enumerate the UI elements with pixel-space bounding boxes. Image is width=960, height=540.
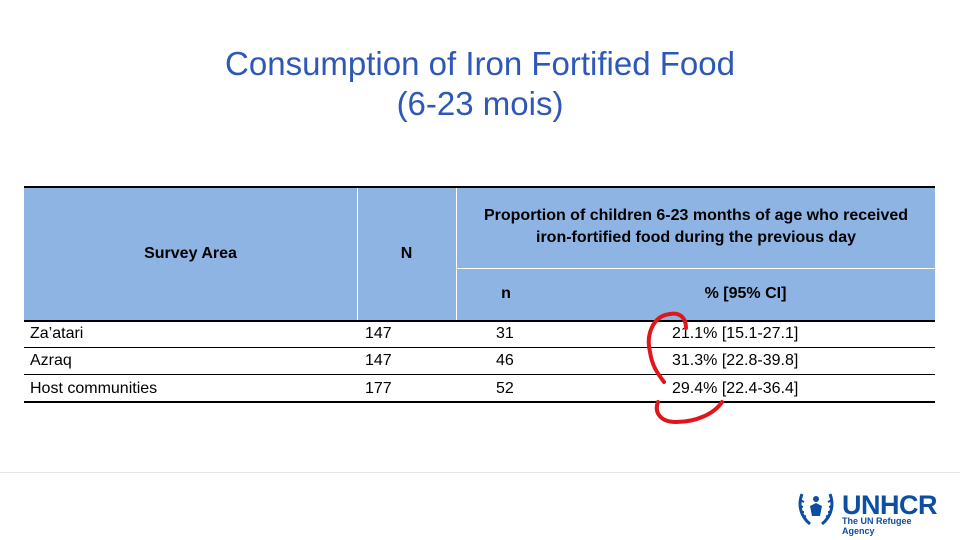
- cell-N: 177: [365, 380, 392, 397]
- table-top-rule: [24, 186, 935, 188]
- header-proportion: Proportion of children 6-23 months of ag…: [483, 207, 909, 246]
- header-divider: [357, 188, 358, 321]
- cell-n: 52: [496, 380, 514, 397]
- unhcr-logo: UNHCR The UN Refugee Agency: [794, 486, 946, 536]
- header-pct-ci: % [95% CI]: [704, 285, 787, 302]
- cell-pct: 21.1% [15.1-27.1]: [672, 325, 799, 342]
- cell-n: 46: [496, 352, 514, 369]
- cell-area: Host communities: [30, 380, 158, 397]
- row-divider: [24, 374, 935, 375]
- cell-pct: 31.3% [22.8-39.8]: [672, 352, 799, 369]
- cell-N: 147: [365, 325, 392, 342]
- header-n: n: [501, 285, 511, 302]
- cell-N: 147: [365, 352, 392, 369]
- cell-area: Za’atari: [30, 325, 84, 342]
- title-line-2: (6-23 mois): [396, 85, 564, 122]
- laurel-hands-icon: [798, 493, 834, 526]
- table-bottom-rule: [24, 401, 935, 403]
- logo-wordmark: UNHCR: [842, 490, 938, 520]
- header-divider: [456, 188, 457, 321]
- slide-title: Consumption of Iron Fortified Food (6-23…: [0, 44, 960, 124]
- cell-area: Azraq: [30, 352, 72, 369]
- title-line-1: Consumption of Iron Fortified Food: [225, 45, 735, 82]
- logo-tagline: The UN Refugee Agency: [842, 516, 912, 536]
- cell-n: 31: [496, 325, 514, 342]
- header-N: N: [400, 244, 413, 262]
- cell-pct: 29.4% [22.4-36.4]: [672, 380, 799, 397]
- data-table: Survey Area N Proportion of children 6-2…: [24, 186, 935, 403]
- footer-divider: [0, 472, 960, 473]
- table-header-background: [24, 186, 935, 321]
- row-divider: [24, 347, 935, 348]
- header-divider: [456, 268, 935, 269]
- header-survey-area: Survey Area: [144, 244, 237, 262]
- header-bottom-rule: [24, 320, 935, 322]
